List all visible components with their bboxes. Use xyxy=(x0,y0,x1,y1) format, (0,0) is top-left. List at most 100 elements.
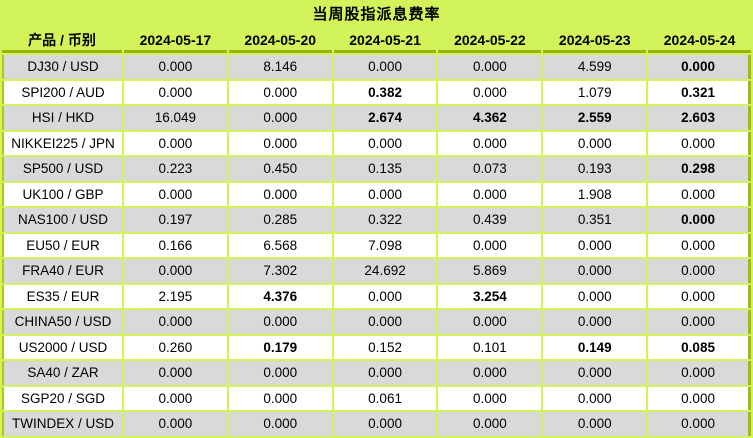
product-currency-label: FRA40 / EUR xyxy=(2,259,122,283)
rate-value-cell: 3.254 xyxy=(438,284,542,308)
rate-value-cell: 0.000 xyxy=(124,259,227,283)
rate-value-cell: 0.321 xyxy=(648,80,751,104)
table-row: SPI200 / AUD 0.000 0.000 0.382 0.000 1.079 0.3… xyxy=(2,80,751,104)
rate-value-cell: 0.000 xyxy=(543,361,647,385)
rate-value-cell: 0.000 xyxy=(228,412,332,436)
product-currency-label: NIKKEI225 / JPN xyxy=(2,131,122,155)
table-row: NAS100 / USD 0.197 0.285 0.322 0.439 0.351 0.0… xyxy=(2,208,751,232)
rate-value-cell: 0.000 xyxy=(228,131,332,155)
date-column-header: 2024-05-21 xyxy=(333,29,437,53)
rate-value-cell: 0.000 xyxy=(648,233,751,257)
rate-value-cell: 0.000 xyxy=(543,284,647,308)
product-currency-label: SA40 / ZAR xyxy=(2,361,122,385)
rate-value-cell: 0.000 xyxy=(124,55,227,79)
rate-value-cell: 0.000 xyxy=(648,55,751,79)
rate-value-cell: 2.674 xyxy=(333,106,437,130)
rate-value-cell: 0.000 xyxy=(124,310,227,334)
rate-value-cell: 0.000 xyxy=(438,80,542,104)
rate-value-cell: 0.179 xyxy=(228,335,332,359)
rate-value-cell: 0.149 xyxy=(543,335,647,359)
rate-value-cell: 0.000 xyxy=(438,233,542,257)
product-currency-label: ES35 / EUR xyxy=(2,284,122,308)
product-currency-label: EU50 / EUR xyxy=(2,233,122,257)
rate-value-cell: 0.450 xyxy=(228,157,332,181)
product-currency-label: TWINDEX / USD xyxy=(2,412,122,436)
rate-value-cell: 0.000 xyxy=(648,259,751,283)
table-row: EU50 / EUR 0.166 6.568 7.098 0.000 0.000 0.000 xyxy=(2,233,751,257)
rate-value-cell: 1.079 xyxy=(543,80,647,104)
table-row: HSI / HKD 16.049 0.000 2.674 4.362 2.559 2.603 xyxy=(2,106,751,130)
date-column-header: 2024-05-20 xyxy=(228,29,332,53)
rate-value-cell: 0.135 xyxy=(333,157,437,181)
rate-value-cell: 0.000 xyxy=(648,182,751,206)
rate-value-cell: 0.000 xyxy=(543,412,647,436)
rate-value-cell: 0.000 xyxy=(648,412,751,436)
dividend-rate-table: 产品 / 币别 2024-05-17 2024-05-20 2024-05-21 202… xyxy=(0,27,753,438)
rate-value-cell: 0.000 xyxy=(333,131,437,155)
rate-value-cell: 0.000 xyxy=(543,259,647,283)
product-currency-label: CHINA50 / USD xyxy=(2,310,122,334)
rate-value-cell: 0.000 xyxy=(124,412,227,436)
rate-value-cell: 0.285 xyxy=(228,208,332,232)
table-row: FRA40 / EUR 0.000 7.302 24.692 5.869 0.000 0.0… xyxy=(2,259,751,283)
product-currency-label: SP500 / USD xyxy=(2,157,122,181)
rate-value-cell: 0.298 xyxy=(648,157,751,181)
rate-value-cell: 0.000 xyxy=(124,386,227,410)
rate-value-cell: 0.000 xyxy=(333,284,437,308)
rate-value-cell: 0.000 xyxy=(648,284,751,308)
table-row: US2000 / USD 0.260 0.179 0.152 0.101 0.149 0.0… xyxy=(2,335,751,359)
table-row: TWINDEX / USD 0.000 0.000 0.000 0.000 0.000 0.… xyxy=(2,412,751,436)
rate-value-cell: 0.260 xyxy=(124,335,227,359)
date-column-header: 2024-05-22 xyxy=(438,29,542,53)
table-row: SP500 / USD 0.223 0.450 0.135 0.073 0.193 0.29… xyxy=(2,157,751,181)
rate-value-cell: 0.322 xyxy=(333,208,437,232)
product-currency-label: UK100 / GBP xyxy=(2,182,122,206)
rate-value-cell: 1.908 xyxy=(543,182,647,206)
header-row: 产品 / 币别 2024-05-17 2024-05-20 2024-05-21 202… xyxy=(2,29,751,53)
rate-value-cell: 0.000 xyxy=(228,106,332,130)
rate-value-cell: 0.000 xyxy=(124,182,227,206)
date-column-header: 2024-05-23 xyxy=(543,29,647,53)
rate-value-cell: 2.603 xyxy=(648,106,751,130)
corner-header-product-currency: 产品 / 币别 xyxy=(2,29,122,53)
rate-value-cell: 0.193 xyxy=(543,157,647,181)
rate-value-cell: 0.000 xyxy=(228,80,332,104)
table-row: SA40 / ZAR 0.000 0.000 0.000 0.000 0.000 0.000 xyxy=(2,361,751,385)
rate-value-cell: 0.000 xyxy=(648,361,751,385)
date-column-header: 2024-05-24 xyxy=(648,29,751,53)
rate-value-cell: 0.000 xyxy=(228,361,332,385)
rate-value-cell: 4.599 xyxy=(543,55,647,79)
product-currency-label: DJ30 / USD xyxy=(2,55,122,79)
product-currency-label: SPI200 / AUD xyxy=(2,80,122,104)
rate-value-cell: 0.000 xyxy=(648,310,751,334)
rate-value-cell: 5.869 xyxy=(438,259,542,283)
rate-value-cell: 0.000 xyxy=(333,310,437,334)
rate-value-cell: 0.000 xyxy=(438,386,542,410)
rate-value-cell: 0.439 xyxy=(438,208,542,232)
rate-value-cell: 0.061 xyxy=(333,386,437,410)
rate-value-cell: 0.085 xyxy=(648,335,751,359)
rate-value-cell: 24.692 xyxy=(333,259,437,283)
rate-value-cell: 0.000 xyxy=(648,131,751,155)
rate-value-cell: 0.000 xyxy=(333,361,437,385)
rate-value-cell: 7.098 xyxy=(333,233,437,257)
rate-value-cell: 0.000 xyxy=(333,55,437,79)
rate-value-cell: 16.049 xyxy=(124,106,227,130)
rate-value-cell: 0.000 xyxy=(438,412,542,436)
rate-value-cell: 0.382 xyxy=(333,80,437,104)
rate-value-cell: 0.000 xyxy=(333,182,437,206)
rate-value-cell: 0.000 xyxy=(543,310,647,334)
rate-value-cell: 4.376 xyxy=(228,284,332,308)
table-body: DJ30 / USD 0.000 8.146 0.000 0.000 4.599 0.000… xyxy=(2,55,751,436)
product-currency-label: SGP20 / SGD xyxy=(2,386,122,410)
rate-value-cell: 0.000 xyxy=(124,131,227,155)
rate-value-cell: 0.000 xyxy=(228,182,332,206)
rate-value-cell: 0.000 xyxy=(333,412,437,436)
table-row: CHINA50 / USD 0.000 0.000 0.000 0.000 0.000 0.… xyxy=(2,310,751,334)
rate-value-cell: 0.000 xyxy=(543,131,647,155)
rate-value-cell: 0.000 xyxy=(648,386,751,410)
rate-value-cell: 0.000 xyxy=(124,361,227,385)
rate-value-cell: 0.000 xyxy=(438,361,542,385)
rate-value-cell: 7.302 xyxy=(228,259,332,283)
